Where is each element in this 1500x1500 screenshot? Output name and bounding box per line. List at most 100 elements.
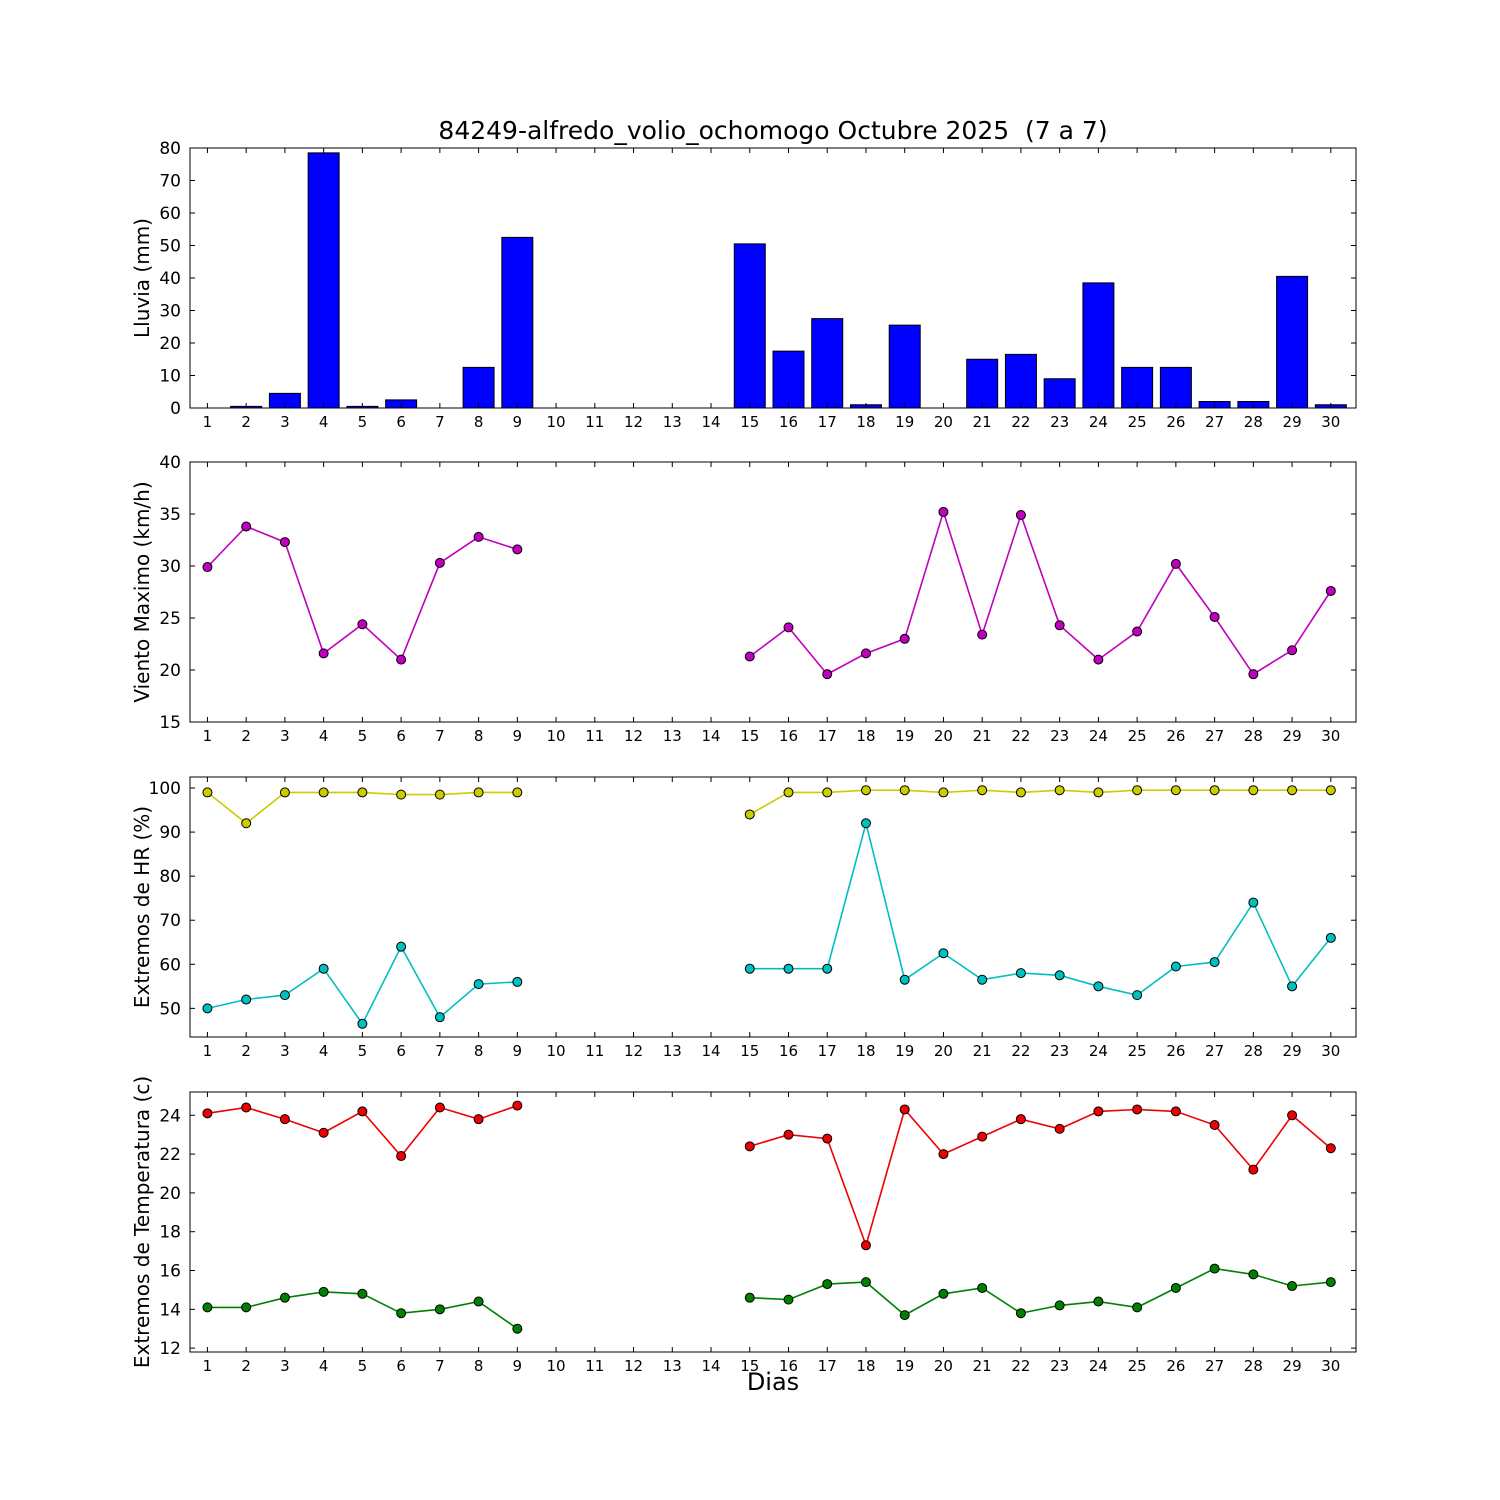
x-tick-label: 15 xyxy=(740,1042,759,1060)
chart-title: 84249-alfredo_volio_ochomogo Octubre 202… xyxy=(438,116,1108,145)
x-tick-label: 26 xyxy=(1166,727,1185,745)
x-tick-label: 22 xyxy=(1011,1357,1030,1375)
temp_max-point-day-26 xyxy=(1170,1106,1181,1117)
temp_max-point-day-29 xyxy=(1287,1110,1298,1121)
temp_min-point-day-19 xyxy=(899,1310,910,1321)
temp_max-point-day-9 xyxy=(512,1100,523,1111)
hr_max-point-day-21 xyxy=(977,785,988,796)
x-tick-label: 9 xyxy=(513,727,523,745)
x-axis-label: Dias xyxy=(746,1368,800,1396)
x-tick-label: 18 xyxy=(856,1042,875,1060)
y-tick-label: 12 xyxy=(159,1339,181,1359)
viento_maximo-point-day-8 xyxy=(473,531,484,542)
temp_max-point-day-16 xyxy=(783,1129,794,1140)
y-tick-label: 18 xyxy=(159,1223,181,1243)
x-tick-label: 4 xyxy=(319,413,329,431)
viento_maximo-point-day-21 xyxy=(977,629,988,640)
x-tick-label: 6 xyxy=(396,1357,406,1375)
temp_min-point-day-1 xyxy=(202,1302,213,1313)
temp_max-point-day-19 xyxy=(899,1104,910,1115)
bar-day-25 xyxy=(1121,366,1154,409)
x-tick-label: 19 xyxy=(895,1042,914,1060)
temp_min-point-day-25 xyxy=(1132,1302,1143,1313)
x-tick-label: 4 xyxy=(319,727,329,745)
y-tick-label: 24 xyxy=(159,1106,181,1126)
x-tick-label: 16 xyxy=(779,727,798,745)
temp_min-point-day-23 xyxy=(1054,1300,1065,1311)
x-tick-label: 18 xyxy=(856,413,875,431)
bar-day-9 xyxy=(501,236,534,409)
hr_min-point-day-28 xyxy=(1248,897,1259,908)
bar-day-8 xyxy=(462,366,495,409)
x-tick-label: 8 xyxy=(474,727,484,745)
temp_max-point-day-6 xyxy=(396,1151,407,1162)
x-tick-label: 8 xyxy=(474,1042,484,1060)
ylabel-hr: Extremos de HR (%) xyxy=(130,805,154,1009)
x-tick-label: 15 xyxy=(740,1357,759,1375)
temp_max-point-day-3 xyxy=(279,1114,290,1125)
viento_maximo-point-day-25 xyxy=(1132,626,1143,637)
hr_max-point-day-19 xyxy=(899,785,910,796)
x-tick-label: 21 xyxy=(973,1357,992,1375)
bar-day-19 xyxy=(888,324,921,409)
viento_maximo-point-day-28 xyxy=(1248,669,1259,680)
y-tick-label: 20 xyxy=(159,334,181,354)
y-tick-label: 30 xyxy=(159,557,181,577)
x-tick-label: 28 xyxy=(1244,727,1263,745)
x-tick-label: 29 xyxy=(1283,1357,1302,1375)
y-tick-label: 16 xyxy=(159,1262,181,1282)
viento_maximo-point-day-17 xyxy=(822,669,833,680)
x-tick-label: 9 xyxy=(513,413,523,431)
viento_maximo-series xyxy=(202,506,1336,680)
x-tick-label: 3 xyxy=(280,413,290,431)
x-tick-label: 21 xyxy=(973,413,992,431)
temp_min-point-day-22 xyxy=(1015,1308,1026,1319)
x-tick-label: 17 xyxy=(818,1357,837,1375)
subplot-2: 1 2 3 4 5 6 7 8 9 10 11 12 13 14 15 16 17 18 19 20 21 22 23 24 2… xyxy=(149,776,1357,1060)
x-tick-label: 20 xyxy=(934,413,953,431)
x-tick-label: 13 xyxy=(663,1042,682,1060)
x-tick-label: 18 xyxy=(856,1357,875,1375)
hr_min-point-day-2 xyxy=(241,994,252,1005)
x-tick-label: 21 xyxy=(973,1042,992,1060)
y-tick-label: 80 xyxy=(159,867,181,887)
y-tick-label: 40 xyxy=(159,269,181,289)
x-tick-label: 5 xyxy=(358,727,368,745)
temp_min-point-day-18 xyxy=(860,1277,871,1288)
viento_maximo-point-day-1 xyxy=(202,562,213,573)
subplot-3: 1 2 3 4 5 6 7 8 9 10 11 12 13 14 15 16 17 18 19 20 21 22 23 24 2… xyxy=(159,1091,1357,1375)
viento_maximo-point-day-20 xyxy=(938,506,949,517)
viento_maximo-point-day-27 xyxy=(1209,611,1220,622)
x-tick-label: 11 xyxy=(585,1042,604,1060)
hr_min-point-day-16 xyxy=(783,963,794,974)
x-tick-label: 2 xyxy=(241,413,251,431)
x-tick-label: 12 xyxy=(624,1042,643,1060)
hr_max-point-day-1 xyxy=(202,787,213,798)
x-tick-label: 26 xyxy=(1166,1042,1185,1060)
x-tick-label: 24 xyxy=(1089,1042,1108,1060)
temp_min-point-day-17 xyxy=(822,1279,833,1290)
temp_min-point-day-16 xyxy=(783,1294,794,1305)
temp_min-point-day-27 xyxy=(1209,1263,1220,1274)
x-tick-label: 27 xyxy=(1205,1357,1224,1375)
temp_max-point-day-2 xyxy=(241,1102,252,1113)
x-tick-label: 12 xyxy=(624,1357,643,1375)
temp_max-point-day-1 xyxy=(202,1108,213,1119)
x-tick-label: 17 xyxy=(818,727,837,745)
hr_min-point-day-21 xyxy=(977,974,988,985)
x-tick-label: 6 xyxy=(396,727,406,745)
hr_max-series xyxy=(202,785,1336,829)
y-tick-label: 60 xyxy=(159,204,181,224)
temp_min-point-day-7 xyxy=(434,1304,445,1315)
temp_min-point-day-15 xyxy=(744,1292,755,1303)
y-tick-label: 80 xyxy=(159,139,181,159)
viento_maximo-point-day-19 xyxy=(899,633,910,644)
temp_min-point-day-28 xyxy=(1248,1269,1259,1280)
subplot-1: 1 2 3 4 5 6 7 8 9 10 11 12 13 14 15 16 17 18 19 20 21 22 23 24 2… xyxy=(159,453,1357,745)
hr_min-point-day-7 xyxy=(434,1012,445,1023)
x-tick-label: 30 xyxy=(1321,413,1340,431)
bar-day-4 xyxy=(307,152,340,409)
x-tick-label: 7 xyxy=(435,1357,445,1375)
x-tick-label: 22 xyxy=(1011,413,1030,431)
y-tick-label: 50 xyxy=(159,237,181,257)
